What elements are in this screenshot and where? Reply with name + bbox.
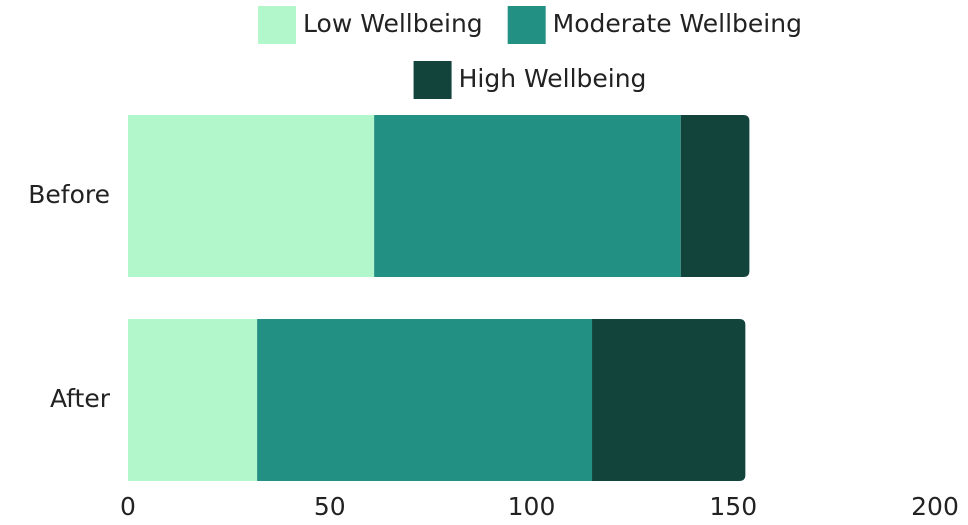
x-tick-label: 0: [120, 492, 136, 521]
x-tick-label: 200: [911, 492, 959, 521]
y-tick-label: Before: [28, 180, 110, 209]
y-tick-label: After: [50, 384, 111, 413]
x-tick-label: 150: [709, 492, 757, 521]
bar-segment: [374, 115, 681, 277]
legend-label: Moderate Wellbeing: [553, 9, 802, 38]
legend-label: High Wellbeing: [459, 64, 647, 93]
x-tick-label: 100: [508, 492, 556, 521]
bar-segment: [680, 115, 750, 277]
bar-segment: [257, 319, 593, 481]
legend-label: Low Wellbeing: [303, 9, 483, 38]
legend-swatch: [413, 61, 452, 99]
legend-swatch: [507, 6, 546, 44]
bar-segment: [592, 319, 746, 481]
bar-segment: [128, 319, 258, 481]
bar-segment: [128, 115, 375, 277]
legend-swatch: [258, 6, 297, 44]
x-tick-label: 50: [314, 492, 346, 521]
